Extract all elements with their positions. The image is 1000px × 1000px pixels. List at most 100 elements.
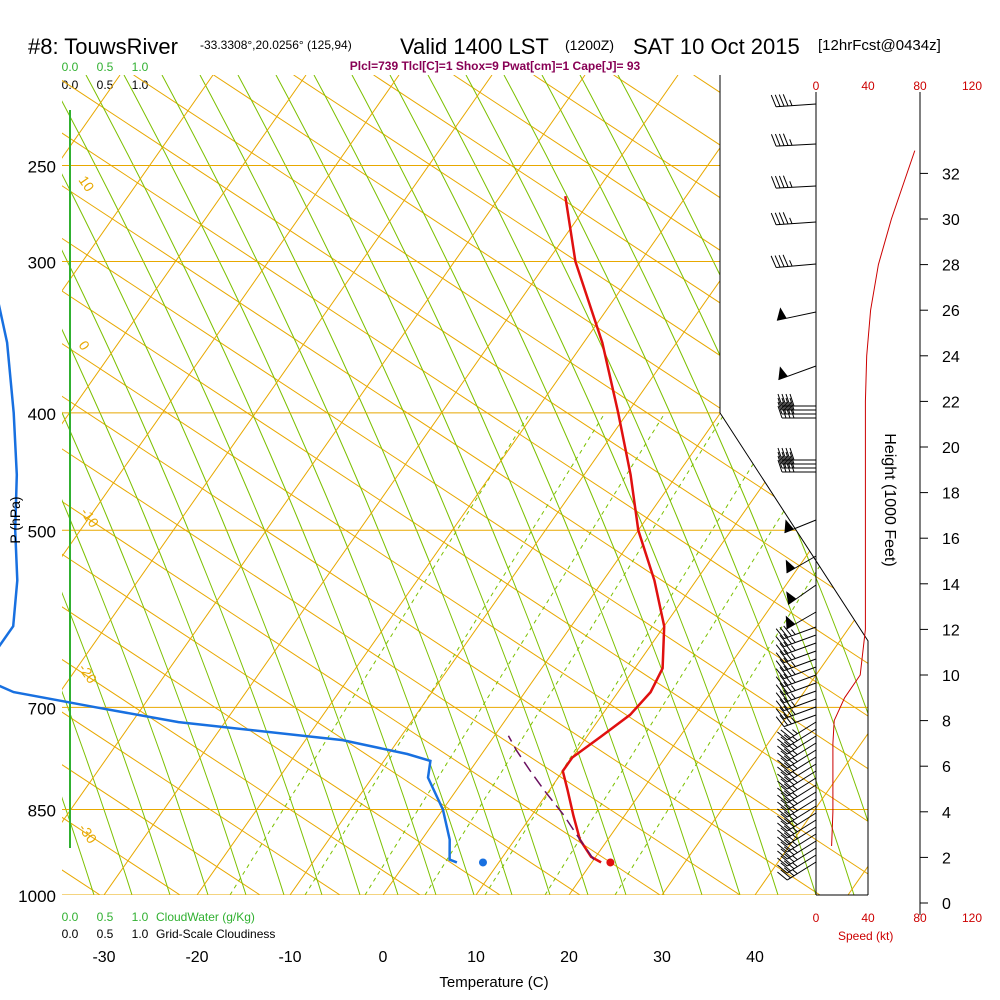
- temperature-tick-label: -10: [278, 949, 301, 966]
- height-tick-label: 2: [942, 850, 951, 867]
- wind-barb-feather: [770, 255, 777, 268]
- wind-barb-feather: [783, 673, 792, 685]
- wind-barb-feather: [777, 447, 783, 461]
- cloudiness-bottom-label: 0.5: [97, 927, 114, 941]
- wind-barb-feather: [783, 633, 792, 645]
- wind-barb-feather: [777, 794, 788, 804]
- wind-barb: [775, 649, 817, 664]
- wind-barb: [770, 254, 817, 268]
- wind-barb-feather: [780, 869, 791, 879]
- cloudwater-top-label: 1.0: [132, 60, 149, 74]
- height-tick-label: 28: [942, 258, 960, 275]
- wind-barb-shaft: [786, 791, 817, 811]
- wind-barb-half: [791, 709, 796, 715]
- height-tick-label: 22: [942, 394, 960, 411]
- wind-barb-feather: [780, 820, 791, 830]
- cloudwater-bottom-label: 0.5: [97, 910, 114, 924]
- wind-barb-feather: [777, 850, 788, 860]
- wind-barb-shaft: [786, 721, 817, 741]
- wind-barb-feather: [775, 652, 785, 663]
- dry-adiabat: [133, 75, 868, 895]
- wind-barb-feather: [778, 175, 785, 188]
- wind-barb: [770, 175, 817, 189]
- wind-barb-feather: [777, 815, 788, 825]
- wind-barb: [777, 798, 817, 818]
- wind-barb: [785, 555, 817, 574]
- wind-barb-shaft: [786, 833, 817, 853]
- wind-barb-half: [791, 669, 796, 675]
- height-tick-label: 30: [942, 212, 960, 229]
- speed-bottom-tick-label: 40: [861, 911, 875, 925]
- height-tick-label: 8: [942, 714, 951, 731]
- wind-barb-shaft: [786, 756, 817, 776]
- wind-barb-feather: [777, 822, 788, 832]
- isotherm--20: [196, 75, 772, 895]
- height-tick-label: 20: [942, 440, 960, 457]
- wind-barb: [775, 681, 817, 696]
- wind-barb: [777, 405, 816, 419]
- forecast-tag: [12hrFcst@0434z]: [818, 37, 941, 54]
- wind-barb-shaft: [783, 690, 817, 704]
- wind-barb: [777, 742, 817, 762]
- wind-barb: [777, 826, 817, 846]
- wind-barb-feather: [778, 133, 785, 146]
- wind-barb-shaft: [786, 784, 817, 804]
- wind-barb-feather: [780, 799, 791, 809]
- height-tick-label: 16: [942, 531, 960, 548]
- wind-barb-feather: [783, 665, 792, 677]
- wind-barb-feather: [782, 133, 789, 146]
- cloudwater-top-label: 0.0: [62, 60, 79, 74]
- wind-barb-shaft: [783, 714, 817, 728]
- isotherm--70: [62, 75, 307, 895]
- plot-area: 100-10-20-300102030123581220: [62, 75, 868, 914]
- wind-barb-shaft: [783, 634, 817, 648]
- wind-barb-feather: [777, 738, 788, 748]
- wind-barb-feather: [789, 393, 795, 407]
- wind-barb: [777, 455, 816, 469]
- wind-barb-feather: [779, 635, 789, 646]
- wind-barb-half: [791, 685, 796, 691]
- wind-barb-feather: [777, 836, 788, 846]
- speed-top-tick-label: 0: [813, 79, 820, 93]
- wind-barb-feather: [785, 451, 791, 465]
- wind-barb-feather: [774, 133, 781, 147]
- wind-barb-feather: [777, 759, 788, 769]
- wind-barb: [775, 697, 817, 712]
- wind-barb-feather: [780, 834, 791, 844]
- wind-barb-feather: [781, 397, 787, 411]
- wind-barb-feather: [777, 780, 788, 790]
- wind-barb-feather: [782, 94, 789, 107]
- wind-barb-feather: [777, 752, 788, 762]
- wind-barb-feather: [775, 692, 785, 703]
- wind-barb-half: [792, 855, 798, 861]
- wind-barb-feather: [781, 447, 787, 461]
- wind-barb: [777, 459, 816, 473]
- wind-barb-feather: [774, 94, 781, 107]
- wind-barb-feather: [781, 451, 787, 465]
- dry-adiabat: [62, 75, 868, 895]
- wind-barb-feather: [774, 255, 781, 268]
- wind-barb-half: [792, 813, 798, 819]
- moist-adiabat: [62, 75, 209, 895]
- mixing-ratio-label: 20: [609, 892, 631, 914]
- wind-barb: [775, 633, 817, 648]
- wind-barb-feather: [777, 401, 783, 415]
- speed-top-tick-label: 80: [913, 79, 927, 93]
- wind-barb-feather: [780, 771, 791, 781]
- wind-barb-feather: [779, 683, 789, 694]
- moist-adiabat: [62, 75, 133, 895]
- wind-barb-feather: [777, 773, 788, 783]
- pressure-tick-label: 1000: [18, 887, 56, 906]
- dry-adiabat: [62, 75, 661, 895]
- wind-barb-feather: [774, 175, 781, 189]
- parcel-path: [507, 735, 595, 861]
- dry-adiabat: [62, 75, 581, 895]
- surface-temperature-marker: [606, 858, 615, 867]
- wind-barb-flag: [785, 559, 796, 573]
- wind-barb-feather: [789, 405, 795, 419]
- temperature-axis: -30 -20 -10 0 10 20 30 40: [92, 949, 764, 966]
- wind-barb-shaft: [786, 847, 817, 867]
- wind-barb-shaft: [786, 611, 817, 630]
